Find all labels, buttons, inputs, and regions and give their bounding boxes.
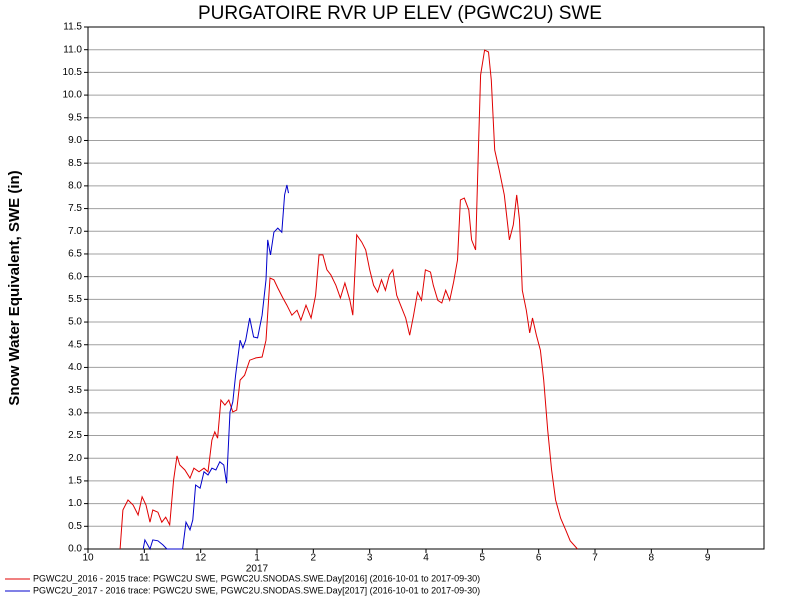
x-tick-label: 3 — [367, 553, 373, 564]
y-tick-label: 9.0 — [68, 135, 82, 146]
x-tick-label: 2 — [311, 553, 317, 564]
data-line — [119, 49, 578, 550]
y-tick-label: 8.5 — [68, 158, 82, 169]
plot-frame — [87, 26, 765, 550]
y-tick-label: 1.5 — [68, 476, 82, 487]
y-tick-label: 7.0 — [68, 226, 82, 237]
x-tick-label: 8 — [649, 553, 655, 564]
y-tick-label: 2.5 — [68, 430, 82, 441]
y-tick-label: 10.0 — [63, 90, 83, 101]
y-tick-label: 7.5 — [68, 203, 82, 214]
x-tick-label: 10 — [82, 553, 94, 564]
y-tick-label: 9.5 — [68, 112, 82, 123]
legend-label: PGWC2U_2016 - 2015 trace: PGWC2U SWE, PG… — [33, 573, 480, 583]
y-tick-label: 3.5 — [68, 385, 82, 396]
y-tick-label: 5.0 — [68, 317, 82, 328]
y-tick-label: 4.5 — [68, 339, 82, 350]
y-tick-label: 2.0 — [68, 453, 82, 464]
y-tick-label: 11.5 — [63, 22, 82, 33]
x-tick-label: 7 — [592, 553, 598, 564]
year-label: 2017 — [246, 564, 269, 575]
y-tick-label: 5.5 — [68, 294, 82, 305]
x-tick-label: 11 — [139, 553, 150, 564]
y-tick-label: 10.5 — [63, 67, 83, 78]
legend-label: PGWC2U_2017 - 2016 trace: PGWC2U SWE, PG… — [33, 585, 480, 595]
y-tick-label: 11.0 — [63, 44, 82, 55]
y-tick-label: 6.5 — [68, 249, 82, 260]
y-axis-label: Snow Water Equivalent, SWE (in) — [6, 170, 23, 405]
x-tick-label: 9 — [705, 553, 711, 564]
x-tick-label: 1 — [254, 553, 260, 564]
x-tick-label: 12 — [195, 553, 207, 564]
x-tick-label: 4 — [423, 553, 429, 564]
x-tick-label: 6 — [536, 553, 542, 564]
y-tick-label: 8.0 — [68, 181, 82, 192]
chart-title: PURGATOIRE RVR UP ELEV (PGWC2U) SWE — [198, 3, 602, 24]
y-tick-label: 0.0 — [68, 544, 82, 555]
x-tick-label: 5 — [480, 553, 486, 564]
y-tick-label: 0.5 — [68, 521, 82, 532]
y-tick-label: 4.0 — [68, 362, 82, 373]
y-tick-label: 6.0 — [68, 271, 82, 282]
y-tick-label: 1.0 — [68, 498, 82, 509]
data-line — [142, 184, 289, 551]
y-tick-label: 3.0 — [68, 407, 82, 418]
